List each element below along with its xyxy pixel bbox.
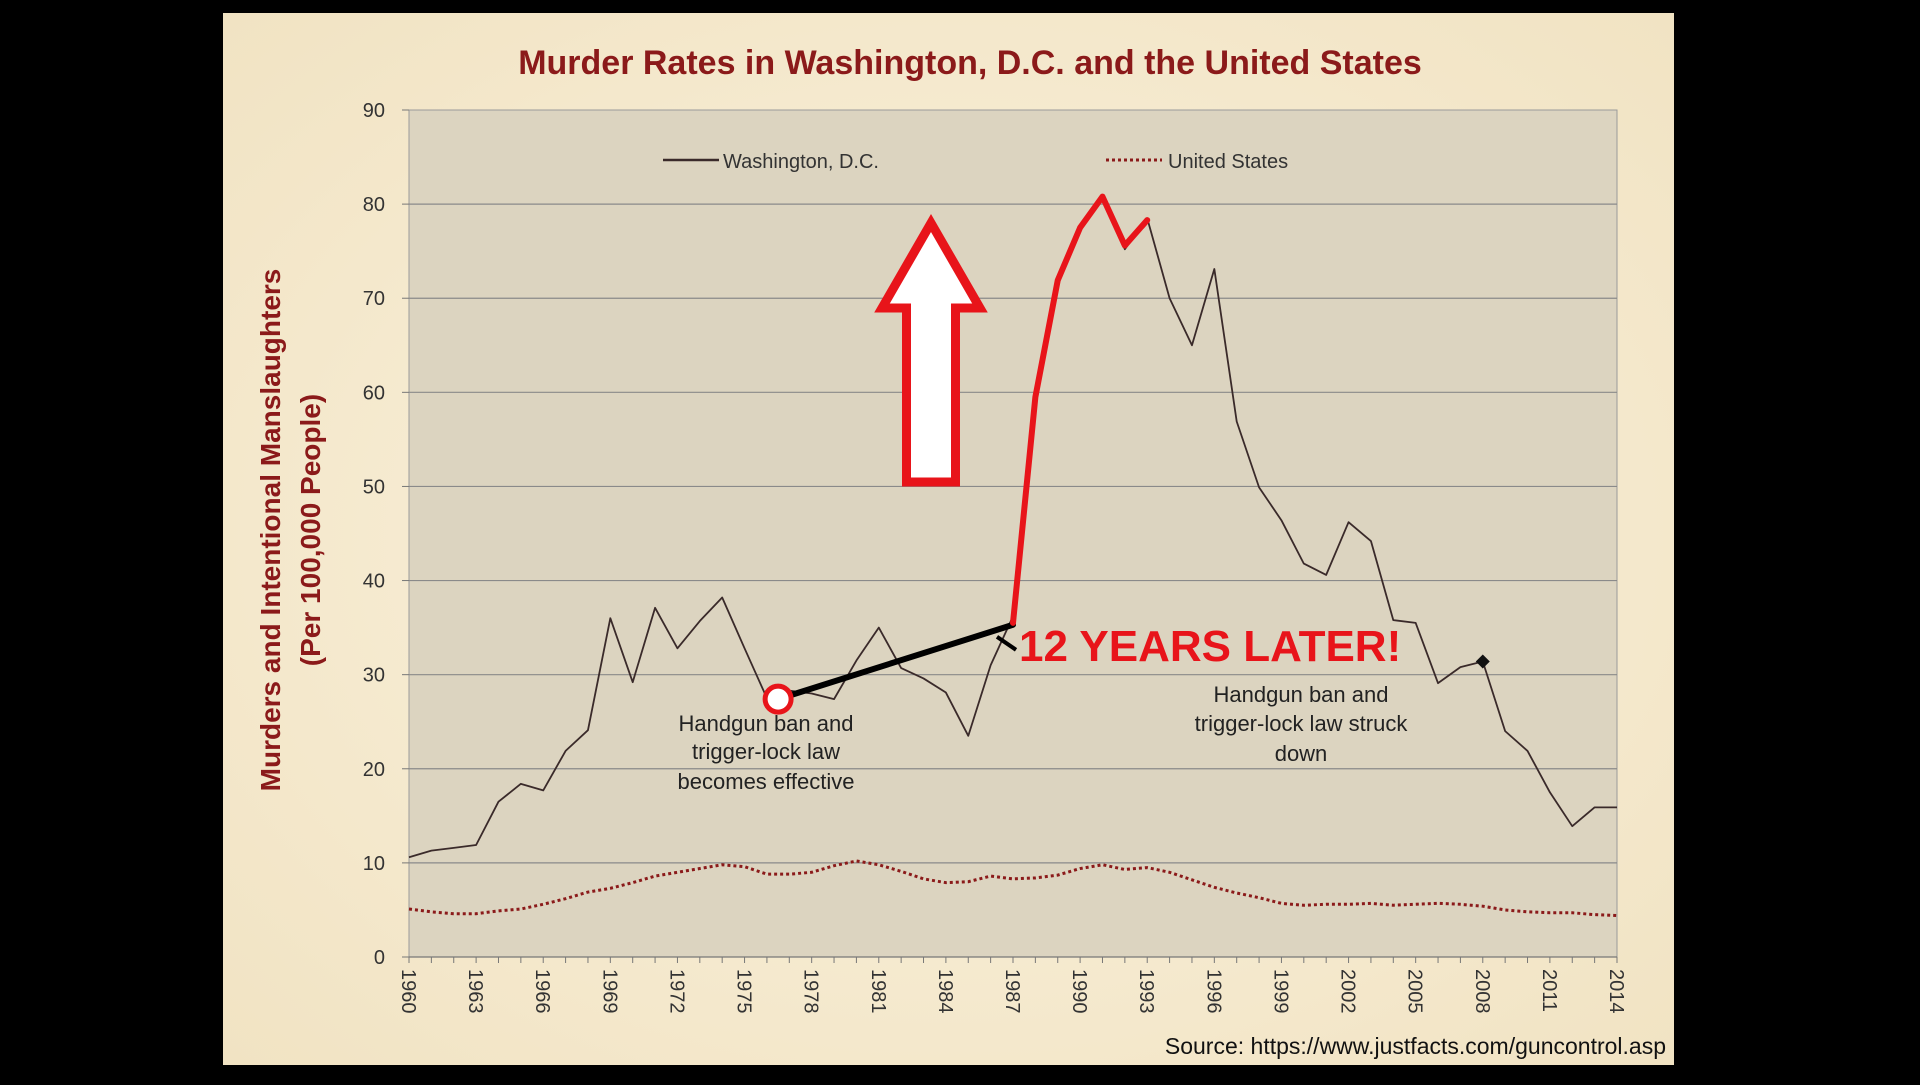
x-tick-label: 1981 [867, 969, 889, 1014]
x-tick-label: 1984 [934, 969, 956, 1014]
x-tick-label: 1996 [1202, 969, 1224, 1014]
x-tick-label: 1969 [598, 969, 620, 1014]
y-tick-label: 70 [363, 288, 385, 310]
annotation-struck-down-line3: down [1275, 741, 1328, 766]
chart-title: Murder Rates in Washington, D.C. and the… [518, 44, 1422, 82]
annotation-ban-effective-line1: Handgun ban and [679, 711, 854, 736]
annotation-ban-effective-line3: becomes effective [678, 769, 855, 794]
x-tick-label: 1993 [1135, 969, 1157, 1014]
y-tick-label: 50 [363, 476, 385, 498]
x-tick-label: 1963 [464, 969, 486, 1014]
x-tick-label: 2005 [1404, 969, 1426, 1014]
annotation-struck-down-line1: Handgun ban and [1214, 682, 1389, 707]
x-tick-label: 1978 [800, 969, 822, 1014]
annotation-struck-down-line2: trigger-lock law struck [1195, 711, 1409, 736]
y-axis-title-line2: (Per 100,000 People) [295, 394, 326, 666]
y-tick-label: 20 [363, 759, 385, 781]
plot-area [409, 110, 1617, 957]
ban-effective-marker [765, 686, 791, 712]
y-tick-label: 80 [363, 194, 385, 216]
x-tick-label: 2014 [1605, 969, 1627, 1014]
y-tick-label: 60 [363, 382, 385, 404]
y-tick-label: 40 [363, 571, 385, 593]
x-tick-label: 1990 [1068, 969, 1090, 1014]
annotation-ban-effective: Handgun ban and trigger-lock law becomes… [678, 711, 855, 794]
x-tick-label: 1972 [665, 969, 687, 1014]
x-tick-label: 1975 [733, 969, 755, 1014]
x-tick-label: 2011 [1538, 969, 1560, 1012]
y-tick-label: 90 [363, 100, 385, 122]
x-tick-label: 1999 [1269, 969, 1291, 1014]
x-tick-label: 1987 [1001, 969, 1023, 1014]
y-tick-label: 30 [363, 665, 385, 687]
annotation-12-years-later: 12 YEARS LATER! [1019, 622, 1401, 671]
y-tick-label: 10 [363, 853, 385, 875]
legend-label-us: United States [1168, 151, 1288, 173]
x-tick-label: 1966 [531, 969, 553, 1014]
annotation-ban-effective-line2: trigger-lock law [692, 739, 840, 764]
x-tick-label: 2002 [1337, 969, 1359, 1014]
y-tick-label: 0 [374, 947, 385, 969]
y-axis-title-line1: Murders and Intentional Manslaughters [255, 269, 286, 792]
legend-label-dc: Washington, D.C. [723, 151, 879, 173]
x-tick-label: 2008 [1471, 969, 1493, 1014]
x-tick-label: 1960 [397, 969, 419, 1014]
source-note: Source: https://www.justfacts.com/guncon… [1165, 1033, 1666, 1059]
